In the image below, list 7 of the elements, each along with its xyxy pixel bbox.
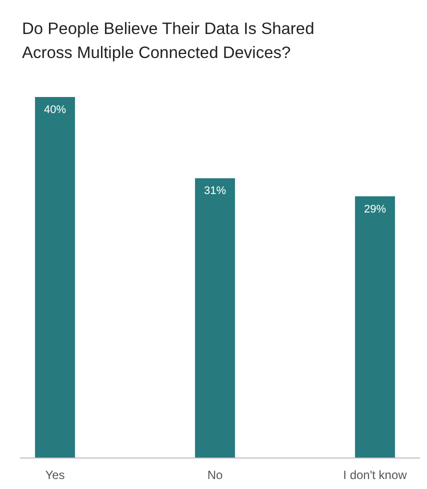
data-label: 40% bbox=[44, 104, 66, 116]
data-label: 31% bbox=[204, 185, 226, 198]
chart-title: Do People Believe Their Data Is Shared Across Multiple Connected Devices? bbox=[22, 20, 314, 62]
data-label: 29% bbox=[364, 203, 386, 216]
x-tick-label: No bbox=[207, 468, 223, 482]
x-tick-label: I don't know bbox=[343, 468, 408, 482]
x-tick-label: Yes bbox=[45, 468, 65, 482]
